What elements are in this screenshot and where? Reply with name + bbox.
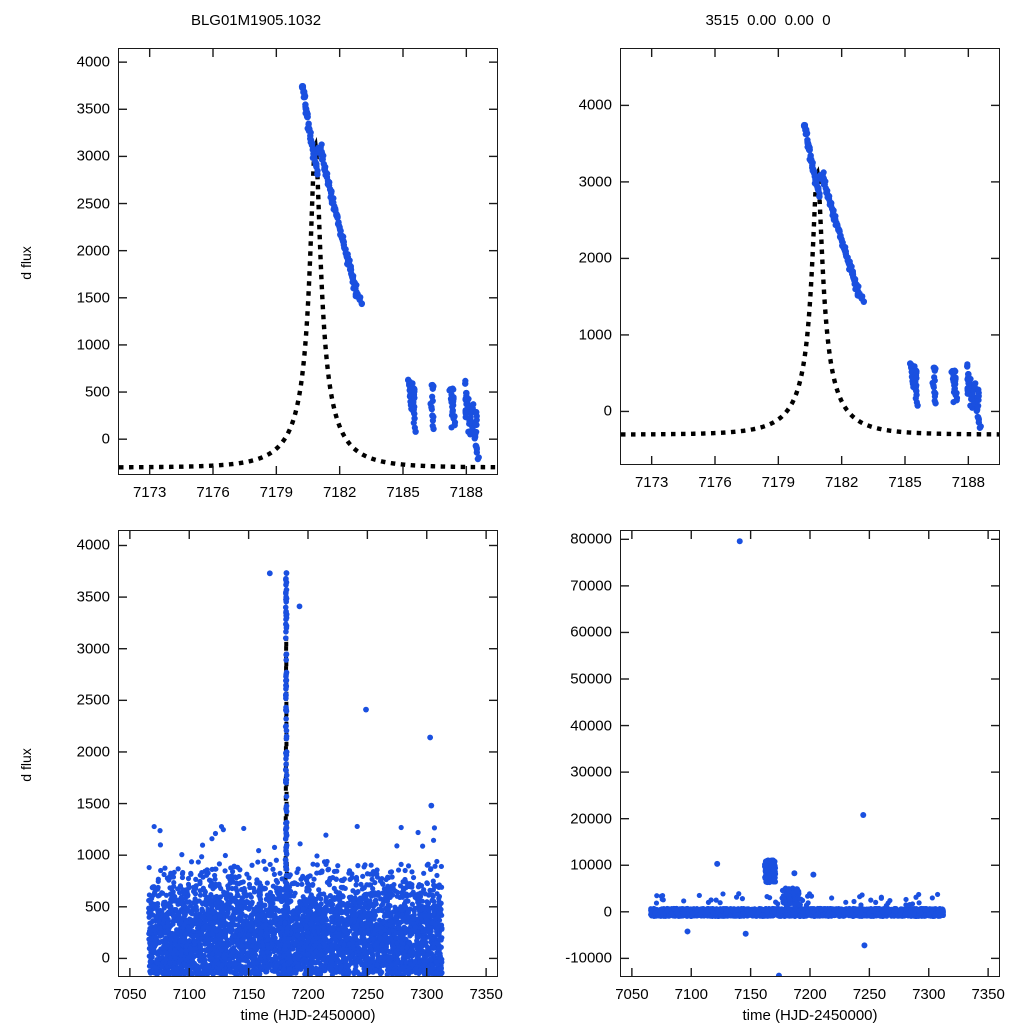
panel-bottom-right-plot[interactable] (620, 530, 1000, 977)
y-tick-label: 0 (101, 430, 110, 448)
y-tick-label: 2000 (578, 249, 612, 267)
y-tick-label: 3500 (76, 100, 110, 118)
y-tick-label: 1500 (76, 289, 110, 307)
panel-top-left-title: BLG01M1905.1032 (190, 12, 322, 29)
x-tick-label: 7179 (761, 474, 796, 491)
x-tick-label: 7182 (824, 474, 859, 491)
x-tick-label: 7300 (410, 986, 444, 1003)
y-tick-label: 30000 (570, 763, 612, 781)
x-tick-label: 7150 (733, 986, 768, 1003)
y-tick-label: 4000 (578, 96, 612, 114)
y-tick-label: 1000 (76, 336, 110, 354)
y-tick-label: 60000 (570, 623, 612, 641)
y-tick-label: 40000 (570, 717, 612, 735)
y-tick-label: 20000 (570, 810, 612, 828)
x-tick-label: 7182 (322, 484, 357, 501)
x-tick-label: 7176 (196, 484, 230, 501)
y-tick-label: 3000 (578, 173, 612, 191)
panel-top-right-title: 3515 0.00 0.00 0 (705, 12, 831, 29)
x-tick-label: 7185 (888, 474, 922, 491)
y-tick-label: 3000 (76, 147, 110, 165)
y-tick-label: 0 (603, 903, 612, 921)
panel-bottom-left-canvas (146, 570, 445, 976)
x-tick-label: 7185 (386, 484, 420, 501)
x-tick-label: 7100 (172, 986, 206, 1003)
panel-bottom-right-canvas (648, 538, 946, 976)
y-tick-label: 3500 (76, 588, 110, 606)
x-tick-label: 7350 (469, 986, 503, 1003)
y-tick-label: 500 (84, 383, 110, 401)
panel-top-left-plot[interactable] (118, 48, 498, 475)
y-tick-label: 2500 (76, 195, 110, 213)
y-tick-label: 4000 (76, 536, 110, 554)
y-tick-label: 80000 (570, 530, 612, 548)
panel-top-left: BLG01M1905.1032 d flux 0 500 1000 1500 2000 2… (0, 0, 512, 512)
y-tick-label: 10000 (570, 856, 612, 874)
x-tick-label: 7100 (674, 986, 708, 1003)
y-tick-label: 1000 (76, 846, 110, 864)
x-tick-label: 7188 (951, 474, 986, 491)
x-tick-label: 7188 (449, 484, 484, 501)
panel-bottom-right: -10000 0 10000 20000 30000 40000 50000 60000 700… (512, 512, 1024, 1024)
panel-bottom-left-ylabel: d flux (18, 748, 34, 782)
y-tick-label: 1500 (76, 795, 110, 813)
panel-top-right-canvas (621, 121, 999, 437)
x-tick-label: 7050 (113, 986, 147, 1003)
panel-bottom-left: d flux 0 500 1000 1500 2000 2500 3000 3500 4000 7… (0, 512, 512, 1024)
y-tick-label: 2000 (76, 242, 110, 260)
x-tick-label: 7350 (971, 986, 1005, 1003)
x-tick-label: 7250 (350, 986, 385, 1003)
y-tick-label: 500 (84, 898, 110, 916)
panel-bottom-left-plot[interactable] (118, 530, 498, 977)
y-tick-label: 3000 (76, 640, 110, 658)
x-tick-label: 7150 (231, 986, 266, 1003)
y-tick-label: 1000 (578, 326, 612, 344)
y-tick-label: 0 (603, 402, 612, 420)
y-tick-label: 0 (101, 949, 110, 967)
x-tick-label: 7173 (132, 484, 167, 501)
panel-top-left-canvas (119, 82, 497, 470)
y-tick-label: -10000 (565, 949, 612, 967)
y-tick-label: 4000 (76, 53, 110, 71)
x-tick-label: 7300 (912, 986, 946, 1003)
x-tick-label: 7200 (793, 986, 827, 1003)
x-tick-label: 7176 (698, 474, 732, 491)
y-tick-label: 2500 (76, 691, 110, 709)
x-tick-label: 7050 (615, 986, 649, 1003)
x-tick-label: 7179 (259, 484, 294, 501)
y-tick-label: 50000 (570, 670, 612, 688)
y-tick-label: 2000 (76, 743, 110, 761)
x-tick-label: 7173 (634, 474, 669, 491)
panel-top-right-plot[interactable] (620, 48, 1000, 465)
panel-bottom-right-xlabel: time (HJD-2450000) (742, 1007, 878, 1024)
x-tick-label: 7200 (291, 986, 325, 1003)
panel-bottom-left-xlabel: time (HJD-2450000) (240, 1007, 376, 1024)
panel-top-left-ylabel: d flux (18, 246, 34, 280)
y-tick-label: 70000 (570, 577, 612, 595)
x-tick-label: 7250 (852, 986, 887, 1003)
panel-top-right: 3515 0.00 0.00 0 0 1000 2000 3000 4000 7173 71… (512, 0, 1024, 512)
